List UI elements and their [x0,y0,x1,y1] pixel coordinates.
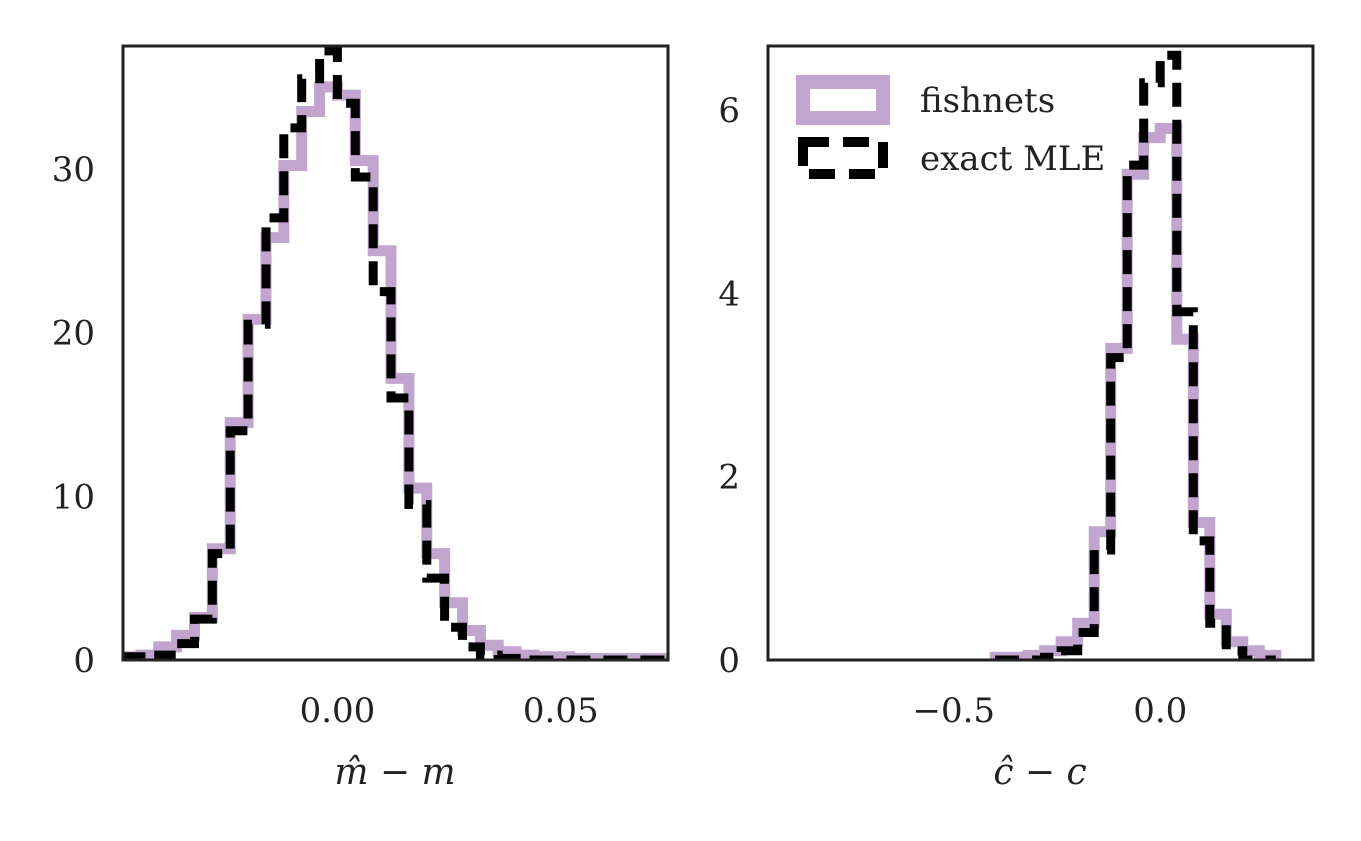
left-x-tick-label: 0.05 [523,691,599,731]
right-x-tick-label: −0.5 [913,691,996,731]
legend-item-fishnets: fishnets [796,75,1055,125]
right-x-axis-label: ĉ − c [993,752,1086,793]
right-histogram-fishnets [989,123,1282,660]
right-histogram-panel: 0 2 4 6 −0.5 0.0 ĉ − c fishnets exact MLE [718,44,1315,793]
right-y-tick-label: 2 [718,458,740,498]
left-tick-labels: 0 10 20 30 0.00 0.05 [52,150,599,731]
left-axes-frame [121,44,670,662]
left-y-tick-label: 10 [52,477,95,517]
right-plot-area [989,50,1282,660]
left-plot-area [123,46,668,660]
legend-swatch-exact-mle [798,137,888,179]
right-axes-frame [766,44,1315,662]
legend-label-exact-mle: exact MLE [920,139,1105,179]
right-y-tick-label: 4 [718,274,740,314]
legend-item-exact-mle: exact MLE [798,137,1105,179]
left-histogram-panel: 0 10 20 30 0.00 0.05 m̂ − m [52,44,670,793]
left-x-tick-label: 0.00 [300,691,376,731]
left-y-tick-label: 20 [52,314,95,354]
legend-swatch-fishnets [796,75,890,125]
left-histogram-exact-mle [123,46,668,660]
legend-label-fishnets: fishnets [920,81,1055,121]
right-x-tick-label: 0.0 [1133,691,1187,731]
legend: fishnets exact MLE [796,75,1105,179]
right-y-tick-label: 0 [718,641,740,681]
left-y-tick-label: 0 [73,641,95,681]
right-histogram-exact-mle [995,50,1276,660]
right-tick-labels: 0 2 4 6 −0.5 0.0 [718,91,1187,731]
left-y-tick-label: 30 [52,150,95,190]
right-y-tick-label: 6 [718,91,740,131]
left-x-axis-label: m̂ − m [334,752,455,793]
